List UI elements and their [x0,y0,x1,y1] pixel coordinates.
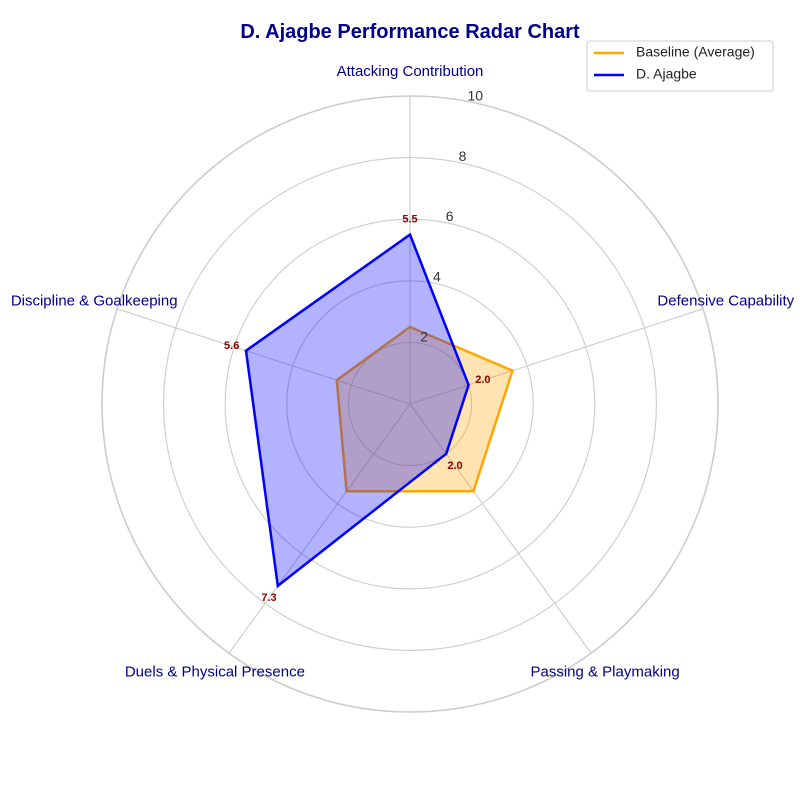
radar-grid [101,95,719,713]
axis-label-2: Passing & Playmaking [530,664,679,681]
data-label-1-0: 5.5 [402,214,417,226]
tick-label-10: 10 [468,88,484,104]
series-line-0 [335,325,515,493]
chart-title: D. Ajagbe Performance Radar Chart [240,21,580,43]
tick-label-4: 4 [433,268,441,284]
series-fill-0 [336,327,513,492]
axis-label-4: Discipline & Goalkeeping [11,292,178,309]
axis-labels: Attacking Contribution Defensive Capabili… [11,63,795,681]
chart-legend: Baseline (Average) D. Ajagbe [586,40,774,92]
spoke-1 [409,308,704,405]
axis-label-0: Attacking Contribution [337,63,484,80]
data-label-1-3: 7.3 [261,592,276,604]
data-label-1-4: 5.6 [224,340,239,352]
radial-tick-labels: 2 4 6 8 10 [420,88,483,345]
data-label-1-1: 2.0 [475,374,490,386]
series-fill-1 [246,234,469,586]
legend-label-1: D. Ajagbe [636,66,697,82]
legend-box [586,40,774,92]
axis-label-1: Defensive Capability [657,292,794,309]
tick-label-8: 8 [459,148,467,164]
radar-series [244,232,515,589]
spoke-4 [116,308,411,405]
tick-label-2: 2 [420,329,428,345]
data-label-1-2: 2.0 [447,460,462,472]
series-line-1 [244,232,470,589]
spoke-3 [228,403,411,654]
spoke-2 [409,403,592,654]
data-labels: 5.5 2.0 2.0 7.3 5.6 [224,214,490,604]
tick-label-6: 6 [446,208,454,224]
legend-label-0: Baseline (Average) [636,44,755,60]
axis-label-3: Duels & Physical Presence [125,664,305,681]
